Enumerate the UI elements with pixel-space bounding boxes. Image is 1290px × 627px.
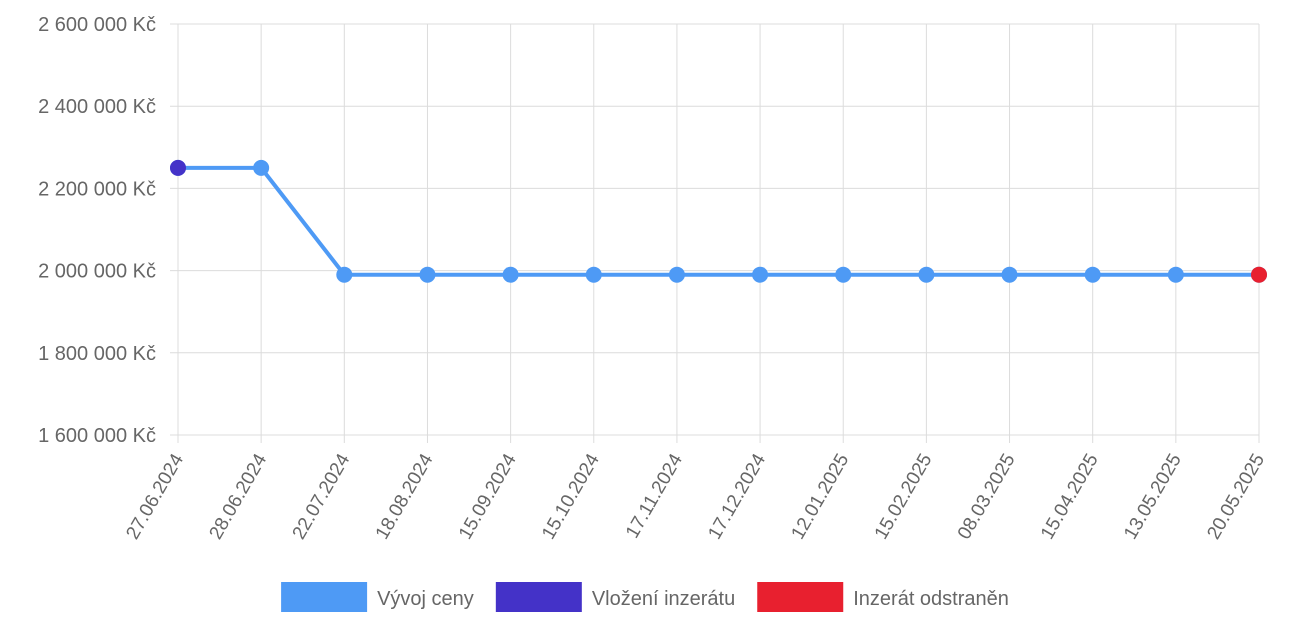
x-tick-label: 17.11.2024 xyxy=(622,450,687,542)
y-tick-label: 2 600 000 Kč xyxy=(38,14,156,36)
x-tick-label: 22.07.2024 xyxy=(289,450,355,543)
price-point[interactable] xyxy=(835,266,852,283)
price-point[interactable] xyxy=(336,266,353,283)
x-tick-label: 15.10.2024 xyxy=(538,450,604,543)
legend-swatch xyxy=(495,582,582,612)
legend-label: Vložení inzerátu xyxy=(592,588,735,610)
x-tick-label: 13.05.2025 xyxy=(1120,450,1186,543)
price-point[interactable] xyxy=(918,266,935,283)
legend-label: Inzerát odstraněn xyxy=(853,588,1009,610)
y-tick-label: 1 800 000 Kč xyxy=(38,343,156,365)
x-tick-label: 08.03.2025 xyxy=(954,450,1020,543)
y-tick-label: 2 200 000 Kč xyxy=(38,178,156,200)
price-point[interactable] xyxy=(419,266,436,283)
legend-swatch xyxy=(757,582,844,612)
x-tick-label: 15.04.2025 xyxy=(1037,450,1103,543)
price-point[interactable] xyxy=(668,266,685,283)
legend-label: Vývoj ceny xyxy=(377,588,474,610)
y-axis-ticks: 1 600 000 Kč 1 800 000 Kč 2 000 000 Kč 2 20… xyxy=(38,14,156,447)
x-tick-label: 15.02.2025 xyxy=(871,450,937,543)
price-point[interactable] xyxy=(1001,266,1018,283)
series-layer xyxy=(170,159,1267,283)
event-marker-point[interactable] xyxy=(170,159,186,176)
legend-swatch xyxy=(281,582,368,612)
legend-item[interactable]: Vývoj ceny xyxy=(281,582,474,612)
price-point[interactable] xyxy=(1084,266,1101,283)
price-series-line xyxy=(178,165,1259,277)
chart-legend[interactable]: Vývoj ceny Vložení inzerátu Inzerát odstra… xyxy=(281,582,1009,612)
y-tick-label: 1 600 000 Kč xyxy=(38,425,156,447)
price-point[interactable] xyxy=(752,266,769,283)
price-point[interactable] xyxy=(253,159,270,176)
legend-item[interactable]: Inzerát odstraněn xyxy=(757,582,1009,612)
event-marker-point[interactable] xyxy=(1251,266,1267,283)
x-axis-ticks: 27.06.2024 28.06.2024 22.07.2024 18.08.2024… xyxy=(122,450,1269,543)
x-tick-label: 20.05.2025 xyxy=(1203,450,1269,543)
price-point[interactable] xyxy=(502,266,519,283)
x-tick-label: 12.01.2025 xyxy=(788,450,854,543)
x-tick-label: 28.06.2024 xyxy=(206,450,272,543)
x-tick-label: 17.12.2024 xyxy=(704,450,770,543)
y-tick-label: 2 000 000 Kč xyxy=(38,261,156,283)
chart-grid xyxy=(170,23,1260,443)
x-tick-label: 15.09.2024 xyxy=(455,450,521,543)
y-tick-label: 2 400 000 Kč xyxy=(38,96,156,118)
x-tick-label: 18.08.2024 xyxy=(372,450,438,543)
x-tick-label: 27.06.2024 xyxy=(122,450,188,543)
price-point[interactable] xyxy=(1167,266,1184,283)
price-point[interactable] xyxy=(585,266,602,283)
legend-item[interactable]: Vložení inzerátu xyxy=(495,582,735,612)
